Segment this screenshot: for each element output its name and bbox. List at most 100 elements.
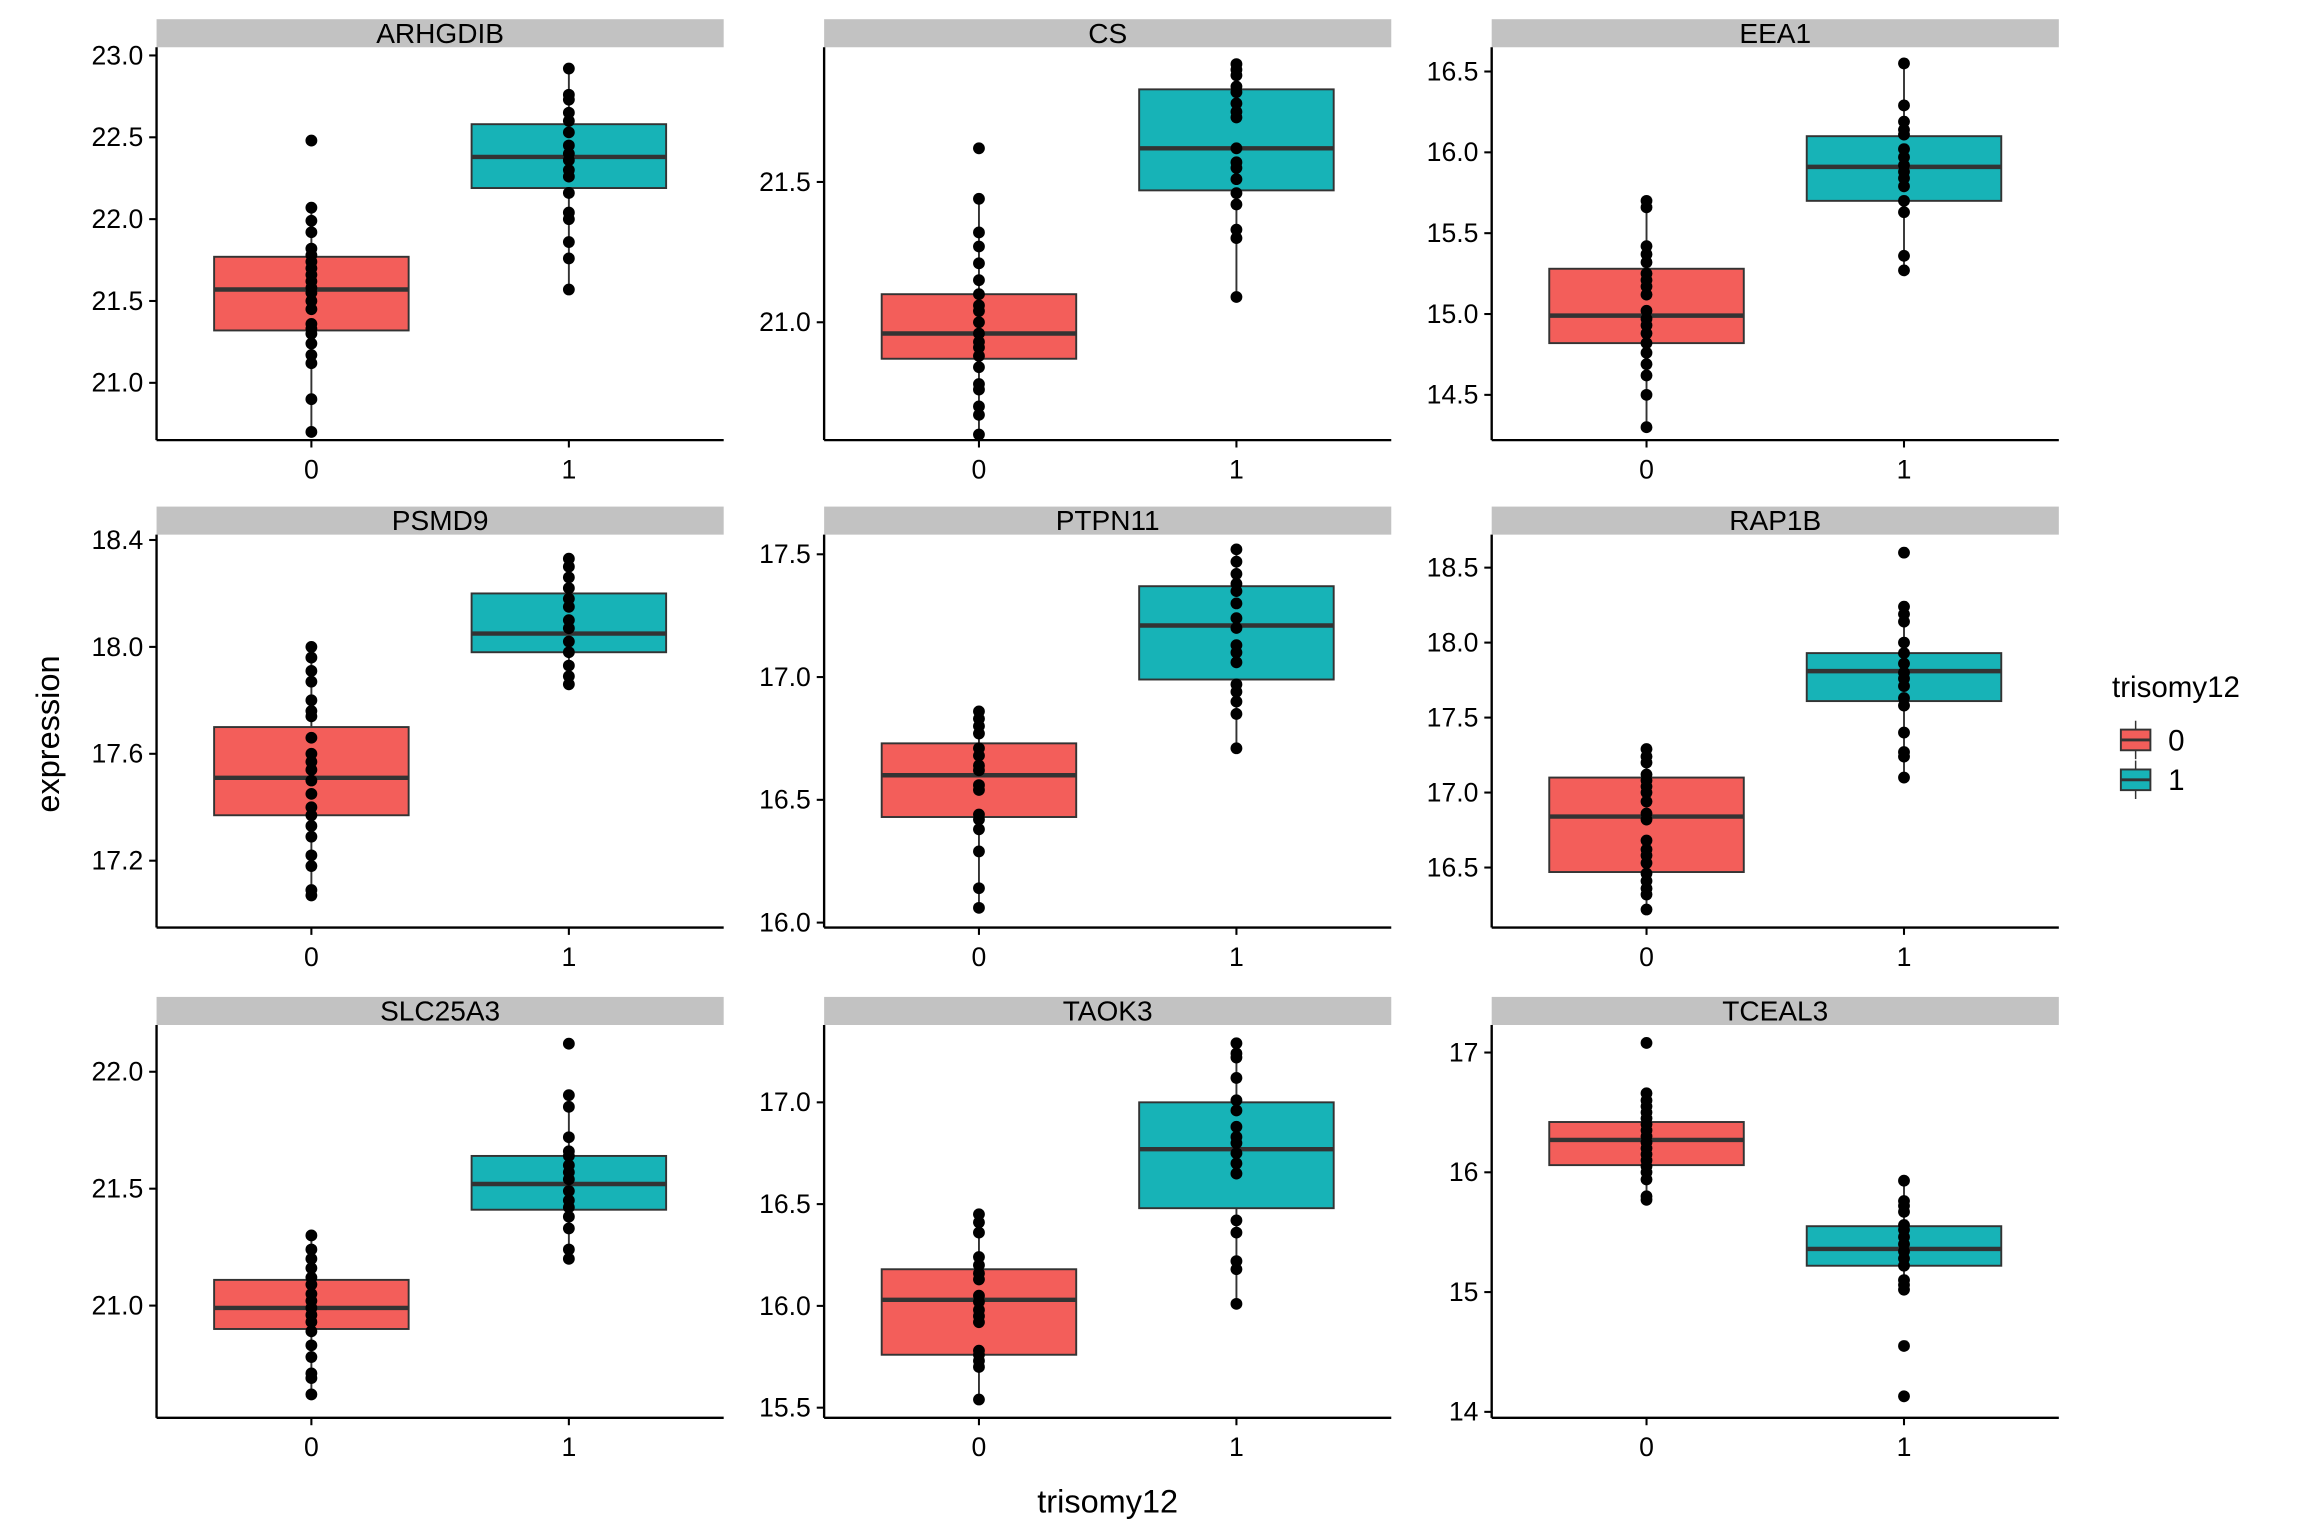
data-point — [305, 774, 318, 787]
data-point — [1230, 1094, 1243, 1107]
box-group-1 — [1138, 543, 1335, 755]
data-point — [562, 139, 575, 152]
data-point — [1230, 707, 1243, 720]
y-tick-label: 18.4 — [92, 525, 144, 555]
data-point — [1230, 58, 1243, 71]
facet-strip — [156, 506, 724, 535]
legend: trisomy12 01 — [2112, 671, 2240, 800]
x-tick-label: 1 — [1897, 942, 1912, 972]
box-group-1 — [1805, 546, 2003, 784]
data-point — [973, 1344, 985, 1357]
data-point — [1640, 288, 1653, 301]
data-point — [973, 1267, 985, 1280]
data-point — [1898, 666, 1910, 679]
data-point — [1640, 388, 1653, 401]
facet-panels: ARHGDIB 21.0 21.5 22.0 22.5 23.0 0 1 CS 21.0 21.5 0… — [92, 18, 2059, 1462]
data-point — [305, 317, 318, 330]
y-tick-label: 17.0 — [759, 1087, 811, 1117]
data-point — [1640, 843, 1653, 856]
data-point — [1898, 692, 1910, 704]
y-tick-label: 15.5 — [759, 1393, 811, 1423]
x-tick-label: 0 — [972, 1432, 987, 1462]
data-point — [1230, 97, 1243, 110]
legend-label: 1 — [2168, 764, 2184, 797]
data-point — [1230, 223, 1243, 236]
data-point — [1640, 369, 1653, 382]
facet-eea1: EEA1 14.5 15.0 15.5 16.0 16.5 0 1 — [1427, 18, 2059, 485]
data-point — [1898, 1219, 1910, 1231]
data-point — [305, 665, 318, 677]
data-point — [562, 1145, 575, 1158]
data-point — [1230, 1263, 1243, 1276]
y-tick-label: 16.0 — [759, 1291, 811, 1321]
y-tick-label: 22.5 — [92, 122, 144, 152]
data-point — [1230, 555, 1243, 568]
facet-strip-label: TAOK3 — [1063, 996, 1153, 1027]
y-tick-label: 21.0 — [92, 368, 144, 398]
y-tick-label: 14.5 — [1427, 380, 1479, 410]
data-point — [1230, 1255, 1243, 1268]
y-axis-title: expression — [30, 655, 66, 812]
data-point — [1640, 867, 1653, 880]
x-tick-label: 0 — [972, 942, 987, 972]
data-point — [562, 62, 575, 75]
data-point — [1640, 1087, 1653, 1100]
data-point — [1898, 771, 1910, 784]
data-point — [1230, 568, 1243, 580]
box-group-1 — [1805, 1174, 2003, 1403]
data-point — [1640, 358, 1653, 371]
facet-strip — [1491, 19, 2059, 48]
y-tick-label: 17.5 — [759, 539, 811, 569]
data-point — [1230, 291, 1243, 303]
data-point — [305, 830, 318, 843]
data-point — [1898, 249, 1910, 262]
data-point — [1898, 1274, 1910, 1287]
data-point — [562, 1252, 575, 1265]
data-point — [305, 214, 318, 227]
data-point — [562, 582, 575, 595]
data-point — [973, 1208, 985, 1221]
facet-strip-label: PTPN11 — [1056, 505, 1160, 536]
data-point — [973, 400, 985, 413]
data-point — [305, 705, 318, 717]
data-point — [562, 283, 575, 296]
data-point — [1640, 312, 1653, 325]
data-point — [305, 747, 318, 760]
data-point — [1230, 639, 1243, 652]
data-point — [305, 1229, 318, 1242]
y-tick-label: 17.0 — [759, 662, 811, 692]
data-point — [973, 1259, 985, 1272]
x-tick-label: 0 — [304, 1432, 319, 1462]
data-point — [1640, 327, 1653, 340]
data-point — [562, 1159, 575, 1172]
x-tick-label: 0 — [1639, 455, 1654, 485]
y-tick-label: 18.5 — [1427, 552, 1479, 582]
facet-strip — [824, 506, 1392, 535]
y-tick-label: 22.0 — [92, 1057, 144, 1087]
facet-psmd9: PSMD9 17.2 17.6 18.0 18.4 0 1 — [92, 505, 724, 972]
data-point — [1230, 1131, 1243, 1143]
data-point — [1898, 115, 1910, 128]
data-point — [1230, 1104, 1243, 1117]
data-point — [1640, 240, 1653, 253]
data-point — [305, 226, 318, 239]
facet-strip-label: ARHGDIB — [376, 18, 504, 49]
data-point — [1898, 647, 1910, 660]
data-point — [305, 884, 318, 896]
legend-title: trisomy12 — [2112, 671, 2240, 704]
data-point — [1640, 337, 1653, 350]
data-point — [1640, 1037, 1653, 1049]
y-tick-label: 21.0 — [759, 307, 811, 337]
y-tick-label: 16.0 — [759, 907, 811, 937]
data-point — [1640, 304, 1653, 317]
data-point — [305, 1252, 318, 1265]
y-tick-label: 17 — [1449, 1037, 1479, 1067]
data-point — [973, 428, 985, 441]
box-group-1 — [470, 1037, 668, 1265]
data-point — [1230, 577, 1243, 590]
data-point — [562, 115, 575, 127]
data-point — [305, 849, 318, 862]
data-point — [305, 1388, 318, 1401]
data-point — [1640, 768, 1653, 781]
box-group-0 — [213, 640, 410, 902]
